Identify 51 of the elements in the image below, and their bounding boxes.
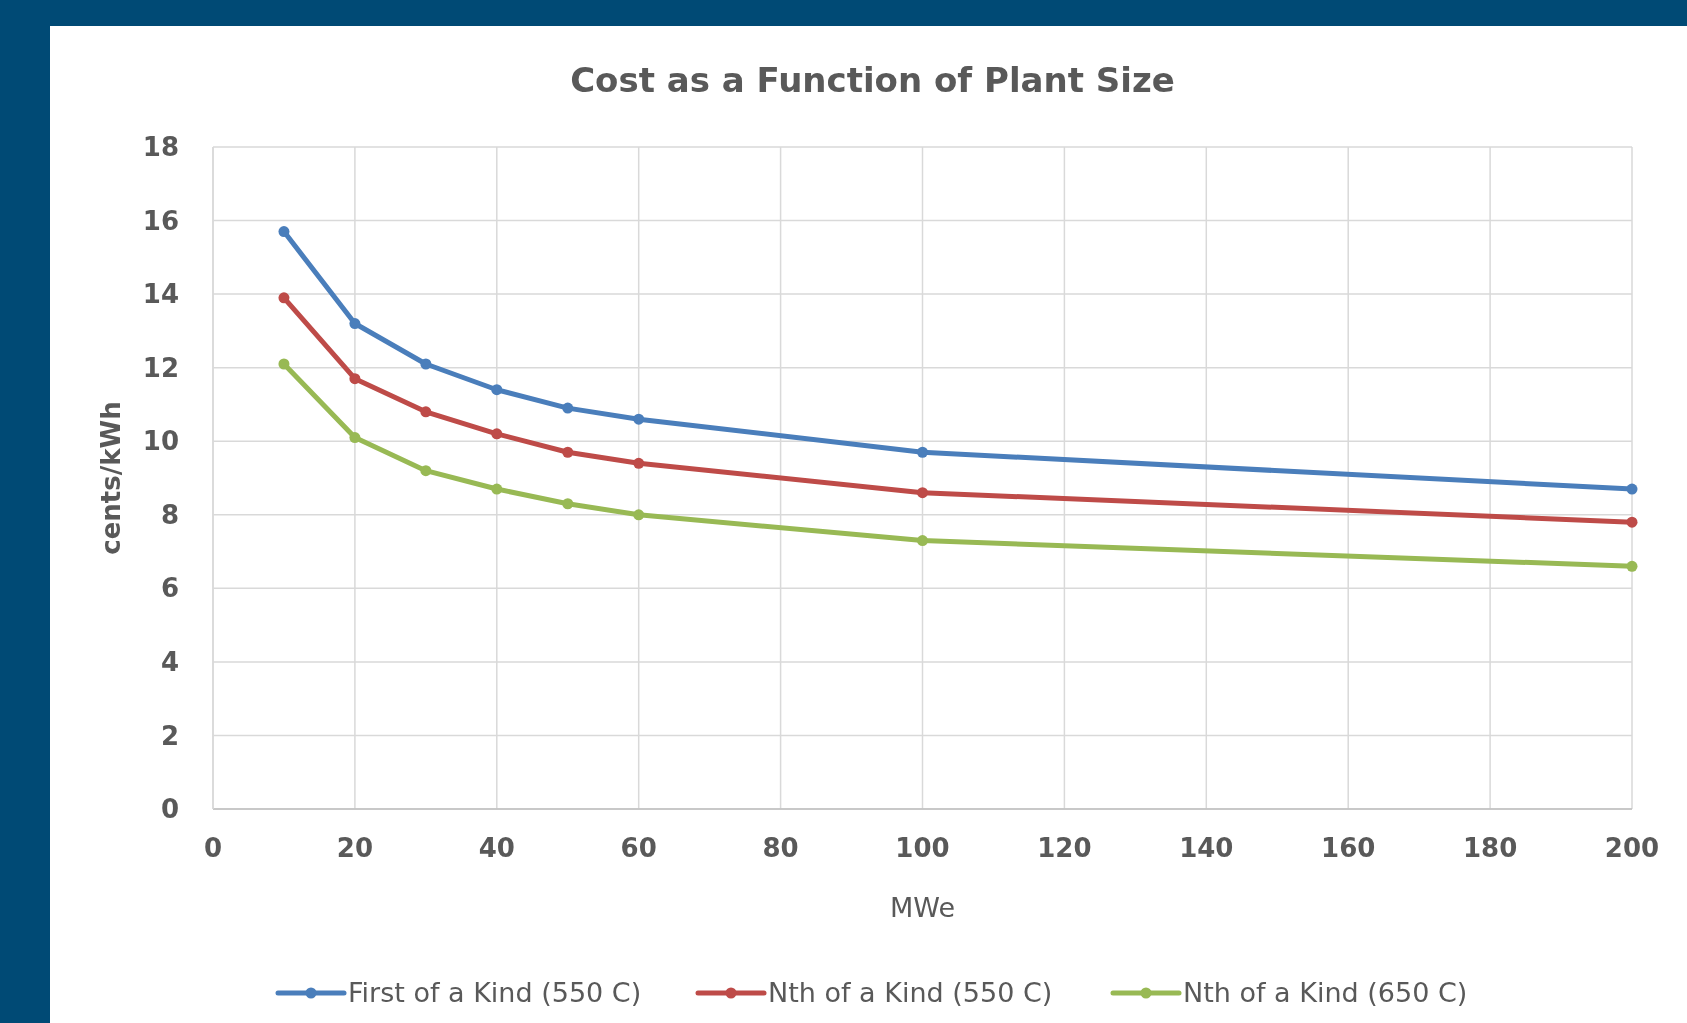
point [349, 318, 361, 330]
x-tick-label: 200 [1604, 833, 1660, 863]
point [917, 487, 928, 499]
point [633, 457, 645, 469]
x-tick-label: 160 [1321, 833, 1376, 863]
legend-label: Nth of a Kind (650 C) [1183, 977, 1468, 1009]
x-tick-label: 120 [1037, 833, 1092, 863]
y-tick-label: 16 [142, 205, 179, 236]
y-tick-label: 18 [142, 132, 179, 163]
point [278, 226, 290, 238]
point [491, 483, 503, 495]
x-tick-label: 60 [620, 833, 657, 863]
point [633, 509, 645, 521]
point [491, 428, 503, 440]
x-tick-label: 180 [1462, 833, 1518, 863]
point [491, 384, 503, 396]
x-tick-label: 140 [1179, 833, 1234, 863]
y-axis-title: cents/kWh [96, 401, 126, 555]
y-tick-label: 4 [160, 646, 179, 677]
point [562, 498, 574, 510]
x-axis-title: MWe [889, 892, 956, 923]
chart-title: Cost as a Function of Plant Size [570, 60, 1175, 100]
point [917, 535, 928, 547]
y-tick-label: 12 [142, 352, 179, 383]
point [349, 432, 361, 444]
point [562, 402, 574, 414]
point [1626, 516, 1638, 528]
point [349, 373, 361, 385]
point [562, 446, 574, 458]
x-tick-label: 80 [762, 833, 799, 863]
y-tick-label: 14 [142, 279, 179, 310]
y-tick-label: 8 [160, 499, 179, 530]
point [633, 413, 645, 425]
point [420, 406, 432, 418]
x-tick-label: 100 [895, 833, 950, 863]
y-tick-label: 6 [160, 573, 179, 604]
point [420, 358, 432, 370]
point [1626, 483, 1638, 495]
y-tick-label: 10 [142, 426, 179, 457]
legend-label: Nth of a Kind (550 C) [768, 977, 1053, 1009]
y-tick-label: 2 [160, 720, 179, 751]
x-tick-label: 0 [203, 833, 223, 863]
x-tick-label: 20 [336, 833, 373, 863]
x-tick-label: 40 [478, 833, 515, 863]
point [278, 358, 290, 370]
point [278, 292, 290, 304]
y-tick-label: 0 [160, 794, 179, 825]
legend-label: First of a Kind (550 C) [348, 977, 642, 1009]
point [420, 465, 432, 477]
point [1626, 560, 1638, 572]
point [917, 446, 928, 458]
